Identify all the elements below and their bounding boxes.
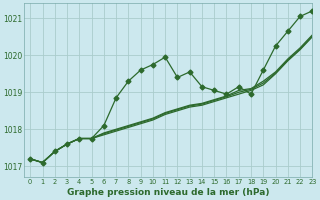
X-axis label: Graphe pression niveau de la mer (hPa): Graphe pression niveau de la mer (hPa) xyxy=(67,188,269,197)
